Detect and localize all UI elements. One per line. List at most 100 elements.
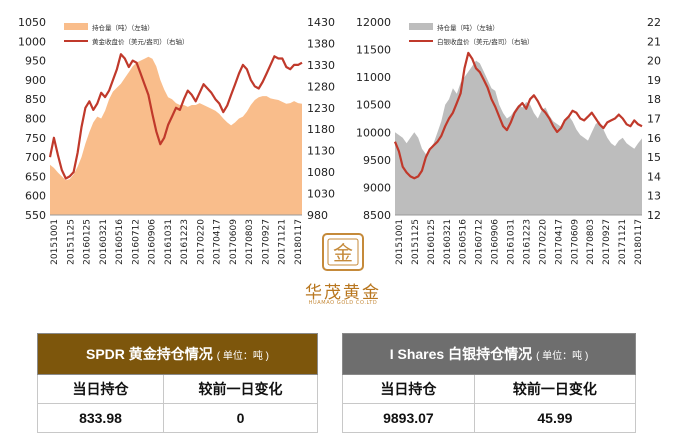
silver-x-tick: 20160125 [427,219,437,265]
silver-left-tick: 9000 [363,181,391,194]
silver-right-tick: 19 [647,74,661,87]
silver-current-value: 9893.07 [342,403,475,433]
gold-x-tick: 20170609 [229,219,239,265]
gold-x-tick: 20170417 [213,219,223,265]
gold-x-tick: 20160125 [83,219,93,265]
silver-x-tick: 20151001 [395,219,405,265]
gold-x-tick: 20151001 [50,219,60,265]
ishares-silver-table: I Shares 白银持仓情况( 单位：吨 ) 当日持仓 较前一日变化 9893… [342,333,637,433]
silver-x-tick: 20170803 [586,219,596,265]
gold-left-tick: 800 [25,113,46,126]
silver-change-value: 45.99 [473,403,637,433]
logo-name: 华茂黄金 [305,283,381,303]
logo-subtitle: HUAMAO GOLD CO.LTD [308,300,378,306]
ishares-silver-table-title: I Shares 白银持仓情况 [389,346,533,362]
spdr-gold-table-header: SPDR 黄金持仓情况( 单位：吨 ) [37,333,318,375]
gold-legend-line-label: 黄金收盘价（美元/盎司）（右轴） [92,37,188,46]
gold-right-tick: 1080 [307,166,335,179]
gold-left-tick: 550 [25,209,46,222]
gold-right-tick: 1330 [307,59,335,72]
gold-left-tick: 650 [25,170,46,183]
gold-right-tick: 1430 [307,16,335,29]
gold-left-tick: 850 [25,93,46,106]
silver-right-tick: 12 [647,209,661,222]
silver-right-tick: 17 [647,113,661,126]
silver-price-line [393,51,643,180]
silver-x-tick: 20151125 [411,219,421,265]
silver-left-tick: 12000 [356,16,391,29]
gold-right-tick: 1380 [307,37,335,50]
silver-legend-line-label: 白银收盘价（美元/盎司）（右轴） [437,37,533,46]
silver-x-tick: 20161031 [507,219,517,265]
gold-right-tick: 1280 [307,80,335,93]
gold-x-tick: 20151125 [66,219,76,265]
silver-x-tick: 20160712 [475,219,485,265]
silver-left-tick: 10500 [356,99,391,112]
gold-x-tick: 20171121 [278,219,288,265]
silver-left-tick: 8500 [363,209,391,222]
gold-right-tick: 980 [307,209,328,222]
silver-left-tick: 11500 [356,44,391,57]
gold-x-tick: 20170220 [196,219,206,265]
silver-right-tick: 20 [647,55,661,68]
gold-left-tick: 950 [25,55,46,68]
gold-x-tick: 20180117 [294,219,304,265]
gold-left-tick: 900 [25,74,46,87]
silver-left-tick: 9500 [363,154,391,167]
gold-x-tick: 20160516 [115,219,125,265]
silver-x-tick: 20160321 [443,219,453,265]
silver-right-tick: 21 [647,35,661,48]
silver-left-tick: 11000 [356,71,391,84]
gold-x-tick: 20160321 [99,219,109,265]
gold-legend-area-swatch [64,23,88,30]
spdr-gold-table-title: SPDR 黄金持仓情况 [85,346,213,362]
gold-left-tick: 600 [25,190,46,203]
gold-left-tick: 750 [25,132,46,145]
silver-x-tick: 20160516 [459,219,469,265]
gold-right-tick: 1180 [307,123,335,136]
silver-right-tick: 22 [647,16,661,29]
huamao-logo-emblem: 金 [322,233,364,271]
silver-right-tick: 18 [647,93,661,106]
logo-glyph: 金 [333,241,353,265]
gold-right-tick: 1030 [307,188,335,201]
silver-col-change: 较前一日变化 [473,374,637,404]
ishares-silver-table-header: I Shares 白银持仓情况( 单位：吨 ) [342,333,636,375]
silver-holdings-area [395,60,642,215]
gold-x-tick: 20170803 [245,219,255,265]
silver-col-current: 当日持仓 [342,374,475,404]
silver-x-tick: 20161223 [522,219,532,265]
spdr-gold-table-unit: ( 单位：吨 ) [216,351,269,362]
gold-x-tick: 20170927 [261,219,271,265]
silver-x-tick: 20170609 [570,219,580,265]
silver-right-tick: 14 [647,170,661,183]
silver-legend-area-label: 持仓量（吨）（左轴） [437,23,499,32]
gold-x-tick: 20161223 [180,219,190,265]
gold-holdings-chart: 550 600 650 700 750 800 850 900 950 1000 1050 980 10… [18,16,335,265]
silver-x-tick: 20160906 [491,219,501,265]
silver-right-tick: 16 [647,132,661,145]
gold-change-value: 0 [163,403,318,433]
silver-right-tick: 15 [647,151,661,164]
silver-right-tick: 13 [647,190,661,203]
silver-x-tick: 20170220 [538,219,548,265]
silver-left-tick: 10000 [356,126,391,139]
gold-current-value: 833.98 [37,403,164,433]
gold-x-tick: 20160712 [131,219,141,265]
silver-x-tick: 20170417 [554,219,564,265]
huamao-logo: 金 华茂黄金 HUAMAO GOLD CO.LTD [298,226,388,316]
gold-right-tick: 1130 [307,145,335,158]
spdr-gold-table: SPDR 黄金持仓情况( 单位：吨 ) 当日持仓 较前一日变化 833.98 0 [37,333,318,433]
gold-holdings-area [50,56,302,216]
gold-price-line [48,53,303,180]
gold-left-tick: 1050 [18,16,46,29]
gold-legend-area-label: 持仓量（吨）（左轴） [92,23,154,32]
ishares-silver-table-unit: ( 单位：吨 ) [536,351,589,362]
silver-x-tick: 20180117 [634,219,644,265]
silver-x-tick: 20171121 [618,219,628,265]
gold-col-change: 较前一日变化 [163,374,318,404]
gold-left-tick: 1000 [18,35,46,48]
gold-right-tick: 1230 [307,102,335,115]
silver-x-tick: 20170927 [602,219,612,265]
gold-x-tick: 20161031 [164,219,174,265]
